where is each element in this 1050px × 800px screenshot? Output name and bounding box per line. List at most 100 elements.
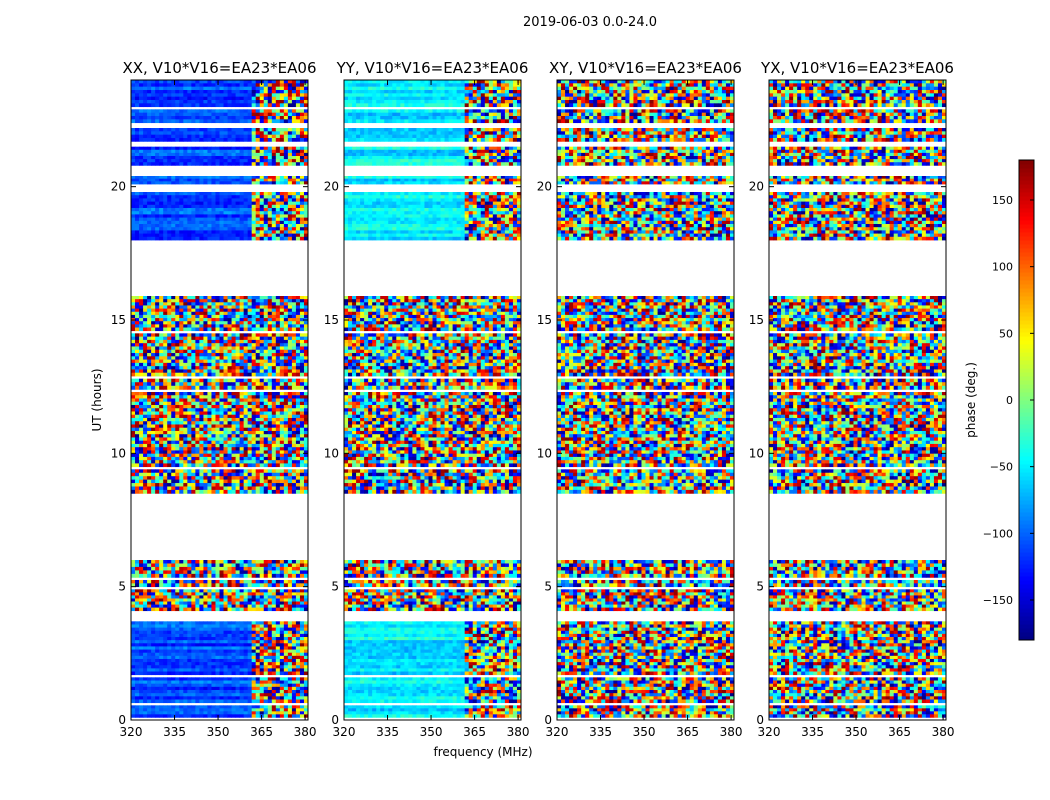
heatmap-cell — [235, 489, 241, 494]
heatmap-cell — [135, 401, 140, 406]
heatmap-cell — [135, 589, 140, 593]
heatmap-cell — [215, 649, 220, 654]
heatmap-cell — [235, 580, 241, 584]
heatmap-cell — [251, 421, 257, 425]
heatmap-cell — [167, 583, 172, 588]
heatmap-cell — [295, 192, 301, 196]
heatmap-cell — [179, 346, 184, 351]
heatmap-cell — [239, 686, 245, 691]
heatmap-cell — [255, 339, 261, 344]
heatmap-cell — [215, 430, 220, 435]
heatmap-cell — [135, 195, 140, 199]
heatmap-cell — [239, 411, 245, 416]
heatmap-cell — [235, 630, 241, 635]
heatmap-cell — [295, 711, 301, 715]
heatmap-cell — [207, 198, 212, 202]
heatmap-cell — [247, 398, 253, 403]
heatmap-cell — [131, 658, 136, 663]
heatmap-cell — [275, 665, 281, 669]
heatmap-cell — [147, 382, 152, 387]
heatmap-cell — [179, 195, 184, 199]
heatmap-cell — [199, 447, 204, 451]
heatmap-cell — [195, 401, 200, 406]
heatmap-cell — [287, 211, 293, 215]
heatmap-cell — [287, 296, 293, 300]
heatmap-cell — [263, 296, 269, 300]
heatmap-cell — [203, 366, 208, 370]
heatmap-cell — [163, 705, 168, 709]
heatmap-cell — [279, 366, 285, 370]
heatmap-cell — [203, 649, 208, 654]
heatmap-cell — [259, 450, 265, 455]
heatmap-cell — [271, 604, 277, 609]
heatmap-cell — [235, 592, 241, 596]
heatmap-cell — [227, 336, 232, 341]
heatmap-cell — [151, 668, 156, 672]
heatmap-cell — [159, 204, 164, 209]
heatmap-cell — [263, 640, 269, 644]
heatmap-cell — [255, 655, 261, 660]
heatmap-cell — [235, 601, 241, 605]
heatmap-cell — [175, 302, 180, 306]
heatmap-cell — [159, 324, 164, 328]
heatmap-cell — [163, 372, 168, 377]
heatmap-cell — [275, 411, 281, 416]
heatmap-cell — [155, 693, 160, 697]
heatmap-cell — [227, 308, 232, 313]
heatmap-cell — [247, 683, 253, 688]
heatmap-cell — [167, 302, 172, 306]
heatmap-cell — [147, 401, 152, 406]
heatmap-cell — [159, 598, 164, 602]
heatmap-cell — [203, 333, 208, 338]
heatmap-cell — [303, 643, 308, 647]
heatmap-cell — [179, 401, 184, 406]
heatmap-cell — [203, 604, 208, 609]
heatmap-cell — [243, 690, 249, 694]
heatmap-cell — [271, 655, 277, 660]
heatmap-cell — [139, 686, 144, 691]
heatmap-cell — [219, 324, 224, 328]
heatmap-cell — [243, 621, 249, 625]
heatmap-cell — [159, 570, 164, 575]
heatmap-cell — [303, 637, 308, 641]
heatmap-cell — [195, 589, 200, 593]
heatmap-cell — [243, 314, 249, 319]
heatmap-cell — [203, 447, 208, 451]
heatmap-cell — [295, 447, 301, 451]
heatmap-cell — [223, 217, 228, 222]
heatmap-cell — [183, 649, 188, 654]
heatmap-cell — [231, 627, 236, 632]
heatmap-cell — [279, 204, 285, 209]
heatmap-cell — [163, 460, 168, 464]
heatmap-cell — [143, 414, 148, 419]
heatmap-cell — [279, 227, 285, 231]
heatmap-cell — [171, 195, 176, 199]
heatmap-cell — [151, 198, 156, 202]
heatmap-cell — [267, 198, 273, 202]
heatmap-cell — [295, 359, 301, 364]
heatmap-cell — [243, 204, 249, 209]
heatmap-cell — [263, 680, 269, 685]
heatmap-cell — [227, 201, 232, 206]
heatmap-cell — [143, 643, 148, 647]
heatmap-cell — [259, 583, 265, 588]
heatmap-cell — [303, 658, 308, 663]
heatmap-cell — [171, 408, 176, 412]
heatmap-cell — [195, 349, 200, 354]
heatmap-cell — [259, 437, 265, 442]
heatmap-cell — [291, 217, 297, 222]
heatmap-cell — [187, 336, 192, 341]
heatmap-cell — [247, 711, 253, 715]
heatmap-cell — [187, 601, 192, 605]
heatmap-cell — [195, 233, 200, 238]
heatmap-cell — [139, 427, 144, 432]
heatmap-cell — [167, 649, 172, 654]
heatmap-cell — [275, 398, 281, 403]
heatmap-cell — [231, 649, 236, 654]
heatmap-cell — [223, 372, 228, 377]
heatmap-cell — [131, 601, 136, 605]
heatmap-cell — [167, 299, 172, 303]
heatmap-cell — [175, 346, 180, 351]
heatmap-cell — [219, 601, 224, 605]
heatmap-cell — [179, 621, 184, 625]
